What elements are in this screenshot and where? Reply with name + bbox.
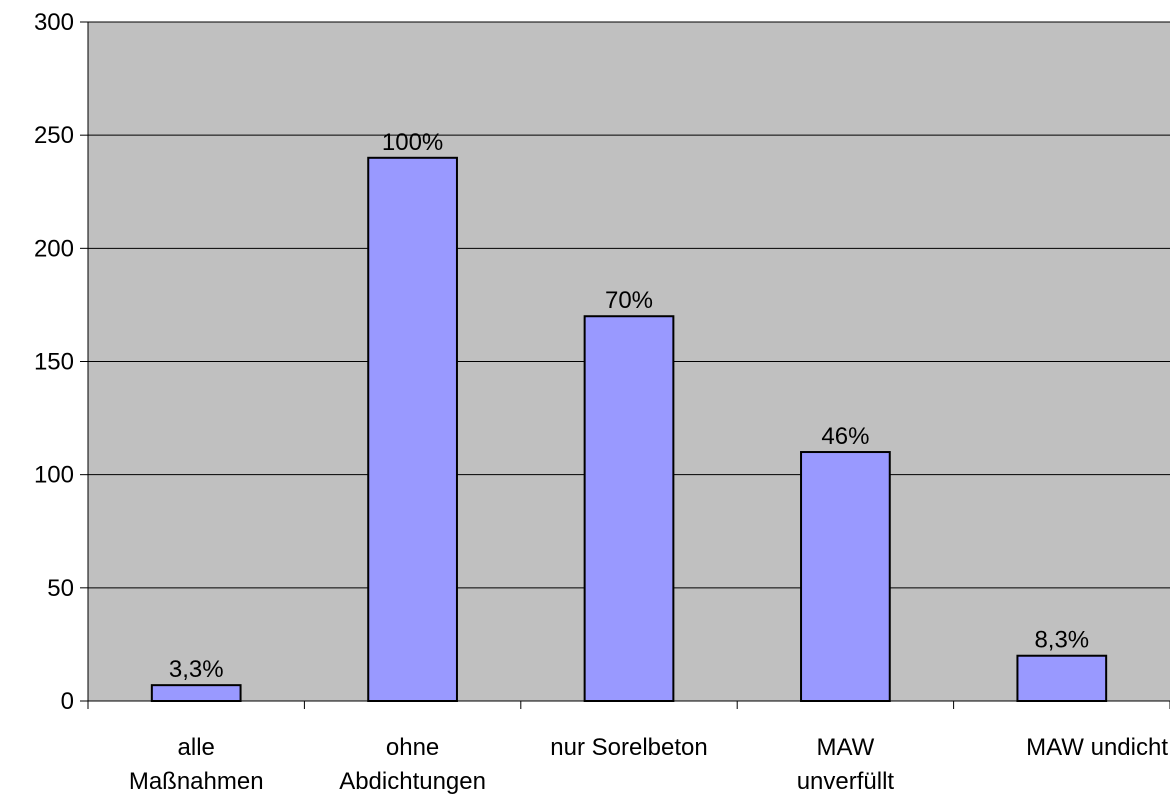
x-tick-label: ohne [386, 734, 439, 761]
data-label: 70% [605, 287, 653, 314]
y-tick-label: 150 [34, 349, 74, 376]
bar [1016, 654, 1108, 703]
bar [150, 684, 242, 703]
data-label: 46% [821, 423, 869, 450]
data-label: 3,3% [169, 656, 224, 683]
x-tick-label: MAW undicht [1026, 734, 1168, 761]
x-tick-label: Abdichtungen [339, 768, 486, 795]
data-label: 8,3% [1034, 627, 1089, 654]
data-label: 100% [382, 129, 443, 156]
x-tick-label: nur Sorelbeton [550, 734, 707, 761]
bar [367, 156, 458, 703]
y-tick-label: 300 [34, 9, 74, 36]
bar [800, 451, 891, 702]
tick-labels: 0 50 100 150 200 250 300 alle Maßnahmen ohne Abdic… [34, 9, 1168, 795]
y-tick-label: 200 [34, 235, 74, 262]
x-tick-label: MAW [817, 734, 875, 761]
y-tick-label: 100 [34, 462, 74, 489]
data-labels: 3,3% 100% 70% 46% 8,3% [169, 129, 1089, 683]
y-tick-label: 50 [47, 575, 74, 602]
bar [583, 315, 675, 702]
y-tick-label: 250 [34, 122, 74, 149]
y-tick-label: 0 [61, 688, 74, 715]
x-tick-label: Maßnahmen [129, 768, 264, 795]
bars [150, 156, 1108, 703]
x-tick-label: alle [178, 734, 215, 761]
x-tick-label: unverfüllt [797, 768, 895, 795]
